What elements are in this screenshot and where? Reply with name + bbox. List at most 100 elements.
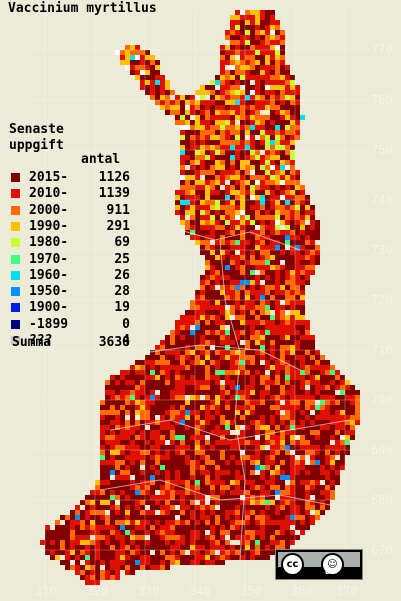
- legend-period-label: -1899: [29, 316, 69, 332]
- grid-cell: [285, 450, 290, 455]
- grid-cell: [65, 540, 70, 545]
- grid-cell: [70, 545, 75, 550]
- grid-cell: [215, 510, 220, 515]
- grid-cell: [235, 100, 240, 105]
- grid-cell: [250, 515, 255, 520]
- grid-cell: [215, 265, 220, 270]
- grid-cell: [270, 260, 275, 265]
- grid-cell: [250, 50, 255, 55]
- grid-cell: [320, 425, 325, 430]
- grid-cell: [220, 535, 225, 540]
- grid-cell: [215, 440, 220, 445]
- grid-cell: [265, 520, 270, 525]
- grid-cell: [195, 455, 200, 460]
- grid-cell: [265, 165, 270, 170]
- grid-cell: [240, 385, 245, 390]
- grid-cell: [170, 460, 175, 465]
- grid-cell: [210, 360, 215, 365]
- grid-cell: [225, 30, 230, 35]
- grid-cell: [285, 395, 290, 400]
- grid-cell: [195, 135, 200, 140]
- grid-cell: [220, 220, 225, 225]
- grid-cell: [105, 530, 110, 535]
- grid-cell: [275, 180, 280, 185]
- y-tick-label: 760: [371, 93, 393, 107]
- grid-cell: [205, 370, 210, 375]
- grid-cell: [185, 450, 190, 455]
- grid-cell: [310, 260, 315, 265]
- grid-cell: [320, 375, 325, 380]
- grid-cell: [265, 425, 270, 430]
- grid-cell: [110, 545, 115, 550]
- grid-cell: [255, 90, 260, 95]
- grid-cell: [205, 130, 210, 135]
- grid-cell: [270, 150, 275, 155]
- grid-cell: [215, 100, 220, 105]
- grid-cell: [130, 490, 135, 495]
- grid-cell: [240, 475, 245, 480]
- y-tick-label: 700: [371, 393, 393, 407]
- grid-cell: [235, 355, 240, 360]
- grid-cell: [115, 410, 120, 415]
- grid-cell: [310, 435, 315, 440]
- grid-cell: [165, 420, 170, 425]
- grid-cell: [160, 95, 165, 100]
- grid-cell: [280, 490, 285, 495]
- grid-cell: [265, 495, 270, 500]
- grid-cell: [295, 420, 300, 425]
- grid-cell: [190, 495, 195, 500]
- grid-cell: [185, 490, 190, 495]
- grid-cell: [250, 350, 255, 355]
- grid-cell: [195, 350, 200, 355]
- grid-cell: [265, 410, 270, 415]
- grid-cell: [245, 455, 250, 460]
- grid-cell: [135, 390, 140, 395]
- grid-cell: [180, 530, 185, 535]
- grid-cell: [210, 510, 215, 515]
- grid-cell: [230, 165, 235, 170]
- grid-cell: [235, 395, 240, 400]
- grid-cell: [185, 160, 190, 165]
- cc-by-license-badge[interactable]: cc ☺ BY: [275, 549, 363, 580]
- grid-cell: [275, 90, 280, 95]
- grid-cell: [125, 565, 130, 570]
- grid-cell: [110, 445, 115, 450]
- grid-cell: [105, 420, 110, 425]
- grid-cell: [240, 315, 245, 320]
- grid-cell: [300, 395, 305, 400]
- grid-cell: [245, 100, 250, 105]
- grid-cell: [170, 550, 175, 555]
- grid-cell: [265, 380, 270, 385]
- grid-cell: [220, 135, 225, 140]
- grid-cell: [225, 430, 230, 435]
- grid-cell: [215, 130, 220, 135]
- grid-cell: [275, 145, 280, 150]
- grid-cell: [145, 85, 150, 90]
- grid-cell: [225, 310, 230, 315]
- grid-cell: [320, 475, 325, 480]
- grid-cell: [130, 405, 135, 410]
- grid-cell: [285, 80, 290, 85]
- grid-cell: [215, 115, 220, 120]
- grid-cell: [210, 280, 215, 285]
- grid-cell: [195, 555, 200, 560]
- grid-cell: [235, 235, 240, 240]
- grid-cell: [225, 270, 230, 275]
- grid-cell: [150, 445, 155, 450]
- grid-cell: [145, 490, 150, 495]
- grid-cell: [260, 520, 265, 525]
- grid-cell: [315, 395, 320, 400]
- grid-cell: [295, 200, 300, 205]
- grid-cell: [200, 120, 205, 125]
- grid-cell: [205, 295, 210, 300]
- grid-cell: [195, 315, 200, 320]
- grid-cell: [135, 515, 140, 520]
- grid-cell: [275, 55, 280, 60]
- grid-cell: [220, 390, 225, 395]
- grid-cell: [90, 565, 95, 570]
- grid-cell: [305, 505, 310, 510]
- grid-cell: [255, 550, 260, 555]
- grid-cell: [300, 260, 305, 265]
- grid-cell: [305, 260, 310, 265]
- grid-cell: [150, 460, 155, 465]
